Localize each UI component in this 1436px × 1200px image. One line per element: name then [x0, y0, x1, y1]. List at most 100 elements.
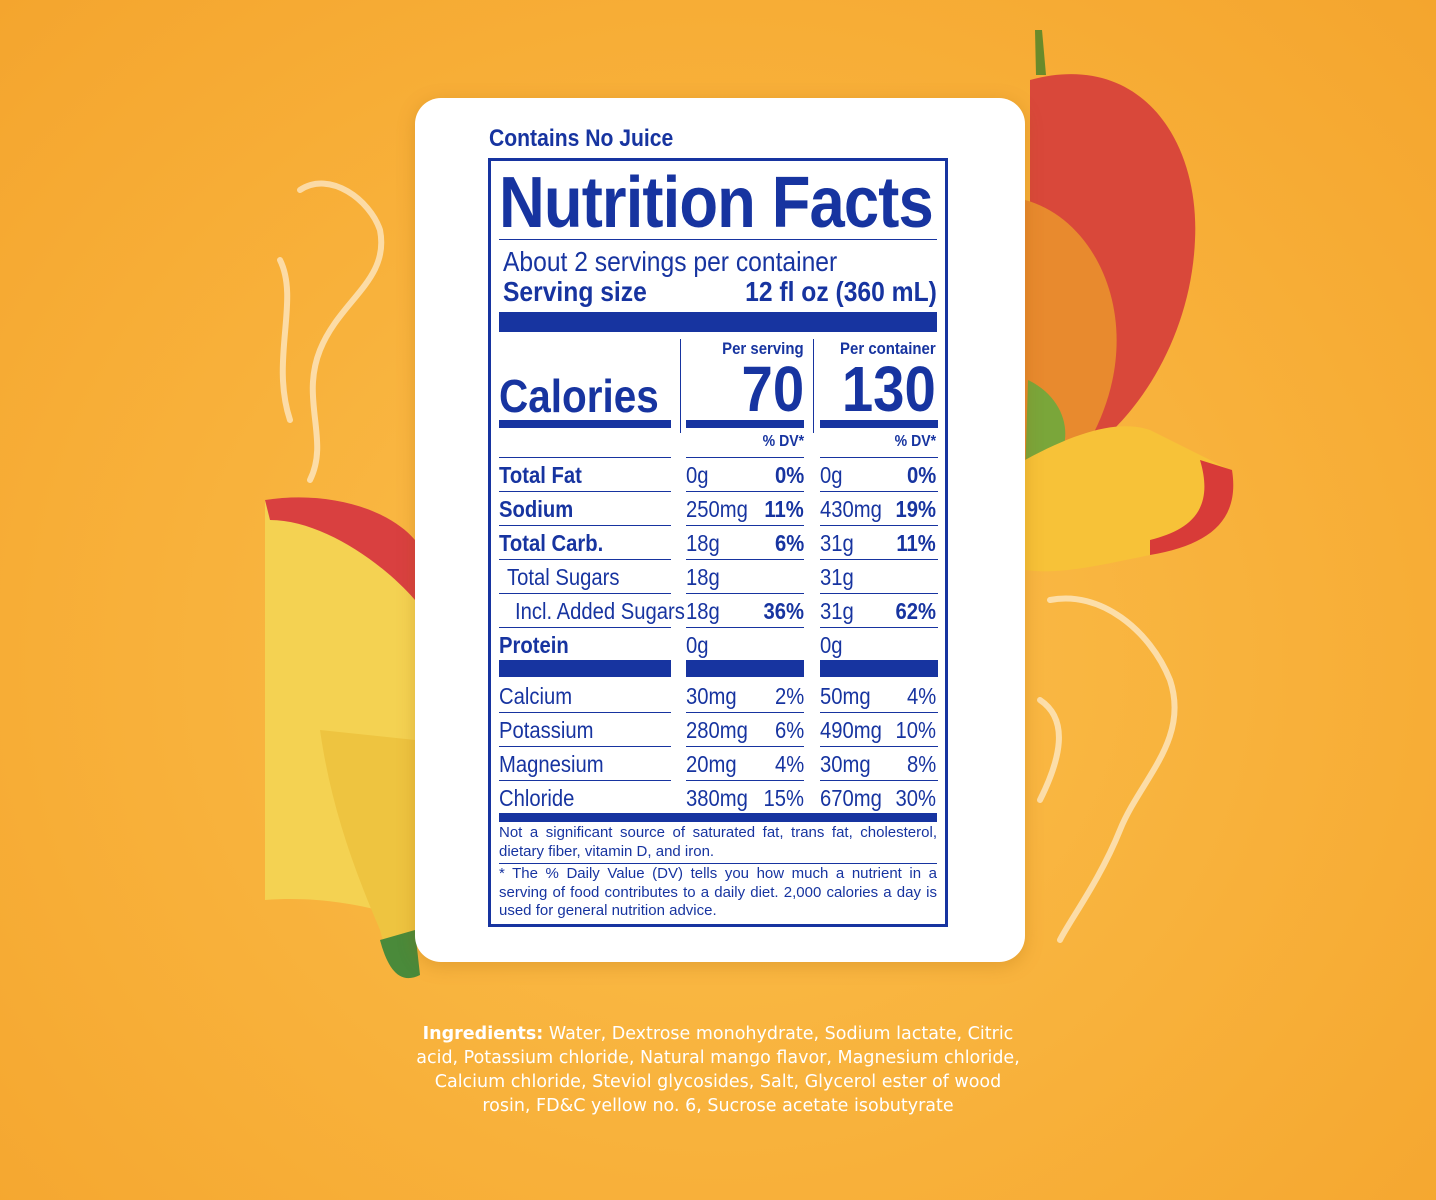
amount-per-container: 30mg: [820, 751, 871, 777]
per-container-header: Per container: [840, 339, 936, 358]
column-rule: [813, 339, 814, 433]
row-rule: [499, 525, 671, 526]
column-rule: [680, 339, 681, 433]
mango-slice-left: [265, 497, 420, 979]
dv-per-serving: 0%: [774, 462, 804, 488]
dv-header: % DV*: [894, 433, 936, 450]
dv-per-container: 8%: [906, 751, 936, 777]
dv-per-serving: 11%: [764, 496, 804, 522]
row-rule: [499, 457, 671, 458]
row-rule: [686, 746, 804, 747]
thick-rule: [820, 420, 938, 428]
dv-per-container: 11%: [896, 530, 936, 556]
dv-per-container: 10%: [895, 717, 936, 743]
rule: [499, 239, 937, 240]
amount-per-container: 490mg: [820, 717, 882, 743]
nutrient-name: Total Fat: [499, 462, 582, 488]
nutrient-name: Potassium: [499, 717, 594, 743]
thick-rule: [499, 420, 671, 428]
thick-rule: [820, 660, 938, 677]
amount-per-serving: 18g: [686, 598, 720, 624]
row-rule: [820, 780, 938, 781]
thick-rule: [686, 660, 804, 677]
nutrient-name: Protein: [499, 632, 569, 658]
ingredients-text: Water, Dextrose monohydrate, Sodium lact…: [416, 1024, 1020, 1116]
row-rule: [820, 491, 938, 492]
ingredients-label: Ingredients:: [422, 1024, 544, 1044]
row-rule: [820, 746, 938, 747]
dv-per-container: 4%: [906, 683, 936, 709]
row-rule: [686, 525, 804, 526]
amount-per-container: 430mg: [820, 496, 882, 522]
amount-per-container: 31g: [820, 564, 854, 590]
juice-note: Contains No Juice: [489, 125, 674, 152]
nutrient-name: Magnesium: [499, 751, 604, 777]
row-rule: [820, 627, 938, 628]
per-serving-header: Per serving: [722, 339, 804, 358]
calories-per-serving: 70: [741, 353, 804, 425]
serving-size-label: Serving size: [503, 276, 647, 307]
dv-per-serving: 2%: [774, 683, 804, 709]
amount-per-serving: 250mg: [686, 496, 748, 522]
row-rule: [686, 457, 804, 458]
amount-per-container: 670mg: [820, 785, 882, 811]
calories-per-container: 130: [842, 353, 936, 425]
dv-per-container: 19%: [895, 496, 936, 522]
row-rule: [499, 780, 671, 781]
nutrient-name: Calcium: [499, 683, 573, 709]
row-rule: [686, 593, 804, 594]
dv-per-serving: 15%: [763, 785, 804, 811]
row-rule: [499, 491, 671, 492]
thick-rule: [499, 660, 671, 677]
nutrient-name: Sodium: [499, 496, 574, 522]
row-rule: [686, 780, 804, 781]
thick-rule: [499, 813, 937, 822]
amount-per-serving: 380mg: [686, 785, 748, 811]
row-rule: [499, 559, 671, 560]
thick-rule: [686, 420, 804, 428]
row-rule: [820, 525, 938, 526]
dv-per-serving: 6%: [774, 530, 804, 556]
dv-per-serving: 6%: [774, 717, 804, 743]
amount-per-serving: 30mg: [686, 683, 737, 709]
amount-per-container: 31g: [820, 598, 854, 624]
serving-size: 12 fl oz (360 mL): [745, 276, 937, 307]
row-rule: [820, 457, 938, 458]
row-rule: [499, 593, 671, 594]
amount-per-serving: 0g: [686, 632, 709, 658]
amount-per-container: 31g: [820, 530, 854, 556]
calories-label: Calories: [499, 370, 659, 422]
nutrient-name: Incl. Added Sugars: [515, 598, 685, 624]
amount-per-container: 0g: [820, 462, 843, 488]
row-rule: [686, 559, 804, 560]
dv-per-serving: 36%: [763, 598, 804, 624]
footnote-sources: Not a significant source of saturated fa…: [499, 824, 937, 860]
row-rule: [820, 559, 938, 560]
row-rule: [820, 712, 938, 713]
dv-header: % DV*: [762, 433, 804, 450]
footnote-dv: * The % Daily Value (DV) tells you how m…: [499, 865, 937, 919]
splash: [277, 180, 1178, 943]
thick-rule: [499, 312, 937, 332]
nutrient-name: Total Carb.: [499, 530, 604, 556]
amount-per-serving: 20mg: [686, 751, 737, 777]
dv-per-serving: 4%: [774, 751, 804, 777]
dv-per-container: 30%: [895, 785, 936, 811]
nutrition-facts-panel: Nutrition Facts About 2 servings per con…: [488, 158, 948, 927]
nutrient-name: Total Sugars: [507, 564, 620, 590]
rule: [499, 863, 937, 864]
amount-per-container: 50mg: [820, 683, 871, 709]
row-rule: [820, 593, 938, 594]
row-rule: [686, 491, 804, 492]
row-rule: [499, 746, 671, 747]
mango-whole: [1025, 30, 1196, 481]
servings: About 2 servings per container: [503, 246, 838, 277]
row-rule: [499, 627, 671, 628]
mango-slice-right: [1025, 426, 1234, 572]
dv-per-container: 62%: [895, 598, 936, 624]
amount-per-serving: 18g: [686, 530, 720, 556]
amount-per-serving: 280mg: [686, 717, 748, 743]
row-rule: [686, 712, 804, 713]
